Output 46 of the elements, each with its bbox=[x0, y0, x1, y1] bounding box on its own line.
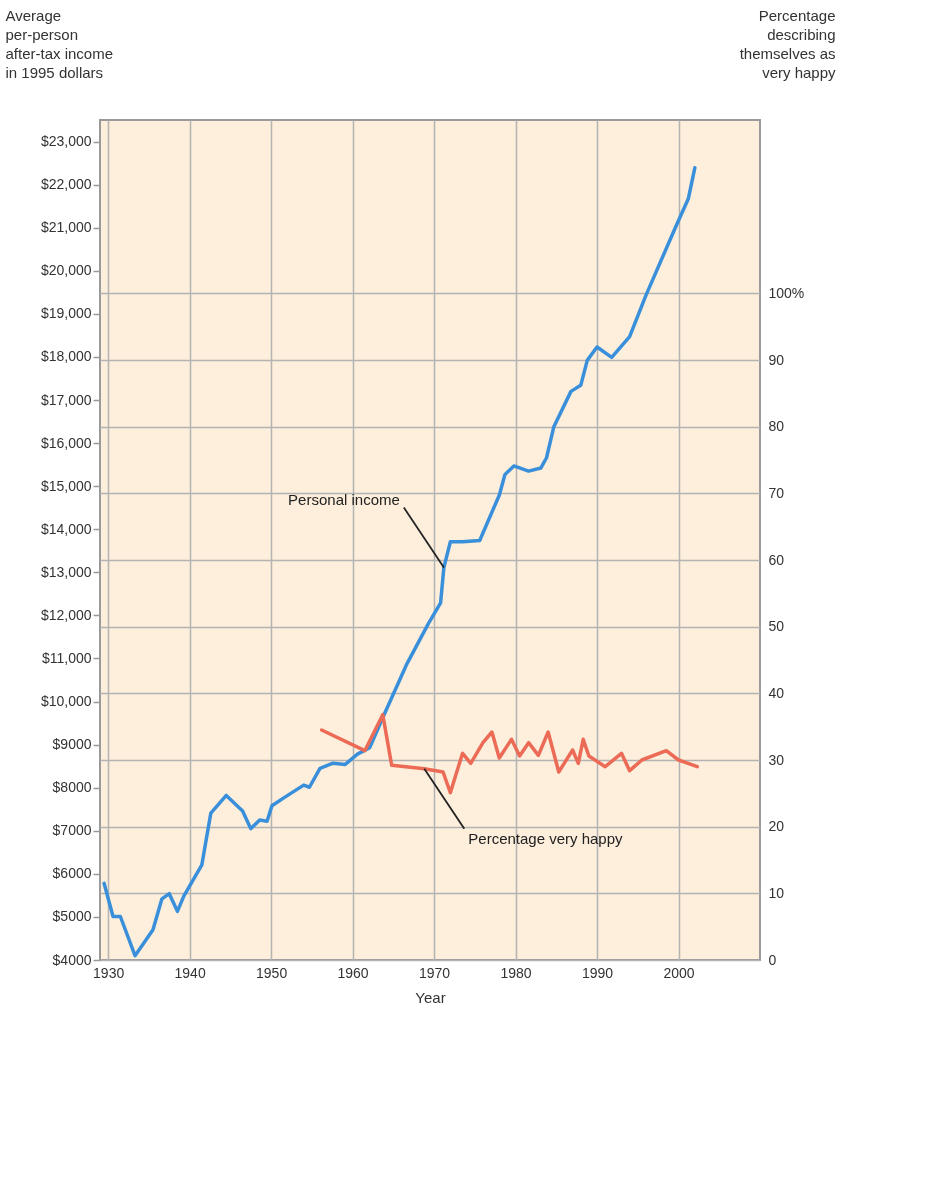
y-tick-label: $21,000 bbox=[40, 219, 92, 236]
x-tick-label: 1940 bbox=[174, 964, 206, 981]
y-tick-label: $4000 bbox=[52, 951, 92, 968]
annotation: Percentage very happy bbox=[468, 829, 624, 847]
x-tick-label: 1960 bbox=[337, 964, 369, 981]
y-tick-label: $11,000 bbox=[41, 649, 92, 666]
x-tick-label: 1950 bbox=[256, 964, 288, 981]
y-tick-label: $17,000 bbox=[40, 391, 92, 408]
y-tick-label: $14,000 bbox=[40, 520, 92, 537]
y-axis-title: Average per-person after-tax income in 1995 dollars bbox=[5, 6, 114, 81]
y-tick-label: $10,000 bbox=[40, 693, 92, 710]
y-tick-label: $13,000 bbox=[40, 563, 92, 580]
x-tick-label: 1990 bbox=[581, 964, 614, 981]
y-tick-label: $7000 bbox=[52, 822, 92, 839]
y-tick-label: $22,000 bbox=[40, 176, 92, 193]
y-tick-label: $9000 bbox=[52, 736, 92, 753]
line-series bbox=[102, 166, 697, 958]
y-tick-label: $16,000 bbox=[40, 434, 92, 451]
y2-tick-label: 50 bbox=[768, 618, 785, 635]
y2-tick-label: 0 bbox=[768, 951, 777, 968]
y2-axis-title: Percentage describing themselves as very happy bbox=[739, 6, 836, 81]
y-tick-label: $12,000 bbox=[40, 606, 92, 623]
y2-tick-label: 40 bbox=[768, 684, 785, 701]
x-tick-label: 1970 bbox=[419, 964, 451, 981]
y2-tick-label: 70 bbox=[768, 484, 785, 501]
line-series bbox=[319, 712, 700, 795]
y-tick-label: $23,000 bbox=[40, 133, 92, 150]
y2-tick-label: 20 bbox=[768, 818, 785, 835]
y2-tick-label: 60 bbox=[768, 551, 785, 568]
y2-tick-label: 100% bbox=[768, 284, 805, 301]
y-tick-label: $19,000 bbox=[40, 305, 92, 322]
y2-tick-label: 80 bbox=[768, 418, 785, 435]
y-tick-label: $5000 bbox=[52, 908, 92, 925]
y-tick-label: $15,000 bbox=[40, 477, 92, 494]
y-tick-label: $8000 bbox=[52, 779, 92, 796]
x-tick-label: 1980 bbox=[500, 964, 532, 981]
y-tick-label: $18,000 bbox=[40, 348, 92, 365]
y2-tick-label: 30 bbox=[768, 751, 785, 768]
y-tick-label: $20,000 bbox=[40, 262, 92, 279]
x-axis-title: Year bbox=[415, 988, 446, 1006]
x-tick-label: 2000 bbox=[663, 964, 695, 981]
annotation: Personal income bbox=[288, 490, 400, 508]
x-tick-label: 1930 bbox=[93, 964, 125, 981]
y2-tick-label: 90 bbox=[768, 351, 785, 368]
y-tick-label: $6000 bbox=[52, 865, 92, 882]
y2-tick-label: 10 bbox=[768, 884, 785, 901]
